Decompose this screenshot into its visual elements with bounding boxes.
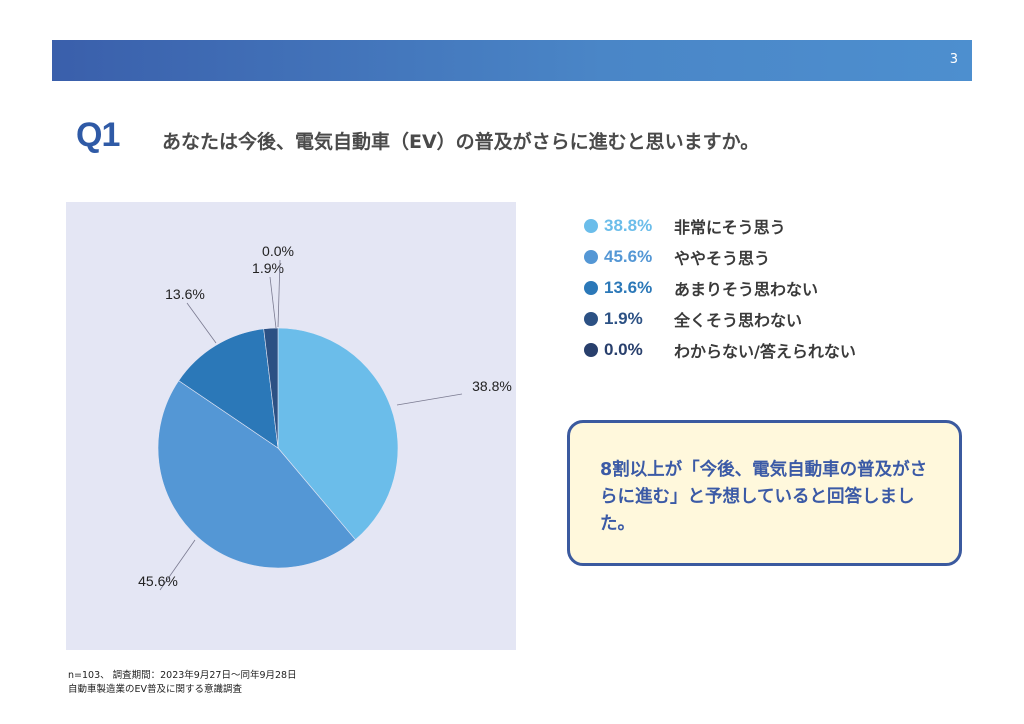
legend-percent: 13.6%	[604, 277, 653, 297]
legend-dot-icon	[584, 342, 598, 357]
page-number: 3	[949, 52, 958, 67]
question-text: あなたは今後、電気自動車（EV）の普及がさらに進むと思いますか。	[162, 131, 760, 153]
survey-footnote: n=103、 調査期間：2023年9月27日〜同年9月28日	[68, 670, 297, 681]
legend-label: 非常にそう思う	[674, 217, 786, 237]
legend-dot-icon	[584, 280, 598, 295]
summary-callout: 8割以上が「今後、電気自動車の普及がさらに進む」と予想していると回答しました。	[567, 420, 962, 566]
chart-panel: 38.8% 45.6% 13.6% 1.9% 0.0%	[66, 202, 516, 650]
legend-percent: 45.6%	[604, 246, 653, 266]
legend-item: 0.0% わからない/答えられない	[584, 334, 856, 365]
legend: 38.8% 非常にそう思う 45.6% ややそう思う 13.6% あまりそう思わ…	[584, 210, 856, 365]
leader-line	[277, 259, 281, 328]
legend-item: 1.9% 全くそう思わない	[584, 303, 856, 334]
legend-label: あまりそう思わない	[674, 279, 819, 299]
legend-percent: 1.9%	[604, 308, 643, 328]
legend-label: わからない/答えられない	[674, 341, 856, 361]
legend-percent: 0.0%	[604, 339, 643, 359]
data-label: 38.8%	[472, 378, 512, 394]
pie-slice	[178, 328, 279, 449]
summary-text: 8割以上が「今後、電気自動車の普及がさらに進む」と予想していると回答しました。	[600, 460, 928, 534]
legend-percent: 38.8%	[604, 215, 653, 235]
data-label: 13.6%	[165, 286, 205, 302]
legend-label: ややそう思う	[674, 248, 771, 268]
data-label: 45.6%	[138, 573, 178, 589]
pie-slice	[277, 327, 399, 541]
legend-item: 38.8% 非常にそう思う	[584, 210, 856, 241]
legend-item: 13.6% あまりそう思わない	[584, 272, 856, 303]
data-label: 1.9%	[252, 260, 284, 276]
legend-dot-icon	[584, 311, 598, 326]
question-number: Q1	[76, 116, 120, 154]
leader-line	[186, 302, 217, 344]
leader-line	[269, 276, 277, 329]
legend-item: 45.6% ややそう思う	[584, 241, 856, 272]
legend-dot-icon	[584, 218, 598, 233]
survey-title-footnote: 自動車製造業のEV普及に関する意識調査	[68, 684, 243, 695]
header-bar: 3	[52, 40, 972, 81]
data-label: 0.0%	[262, 243, 294, 259]
pie-slice	[263, 327, 279, 449]
leader-line	[396, 393, 463, 406]
pie-slice	[157, 380, 356, 569]
legend-label: 全くそう思わない	[674, 310, 803, 330]
legend-dot-icon	[584, 249, 598, 264]
pie-chart: 38.8% 45.6% 13.6% 1.9%0.0%	[138, 243, 512, 591]
leader-line	[159, 539, 196, 591]
